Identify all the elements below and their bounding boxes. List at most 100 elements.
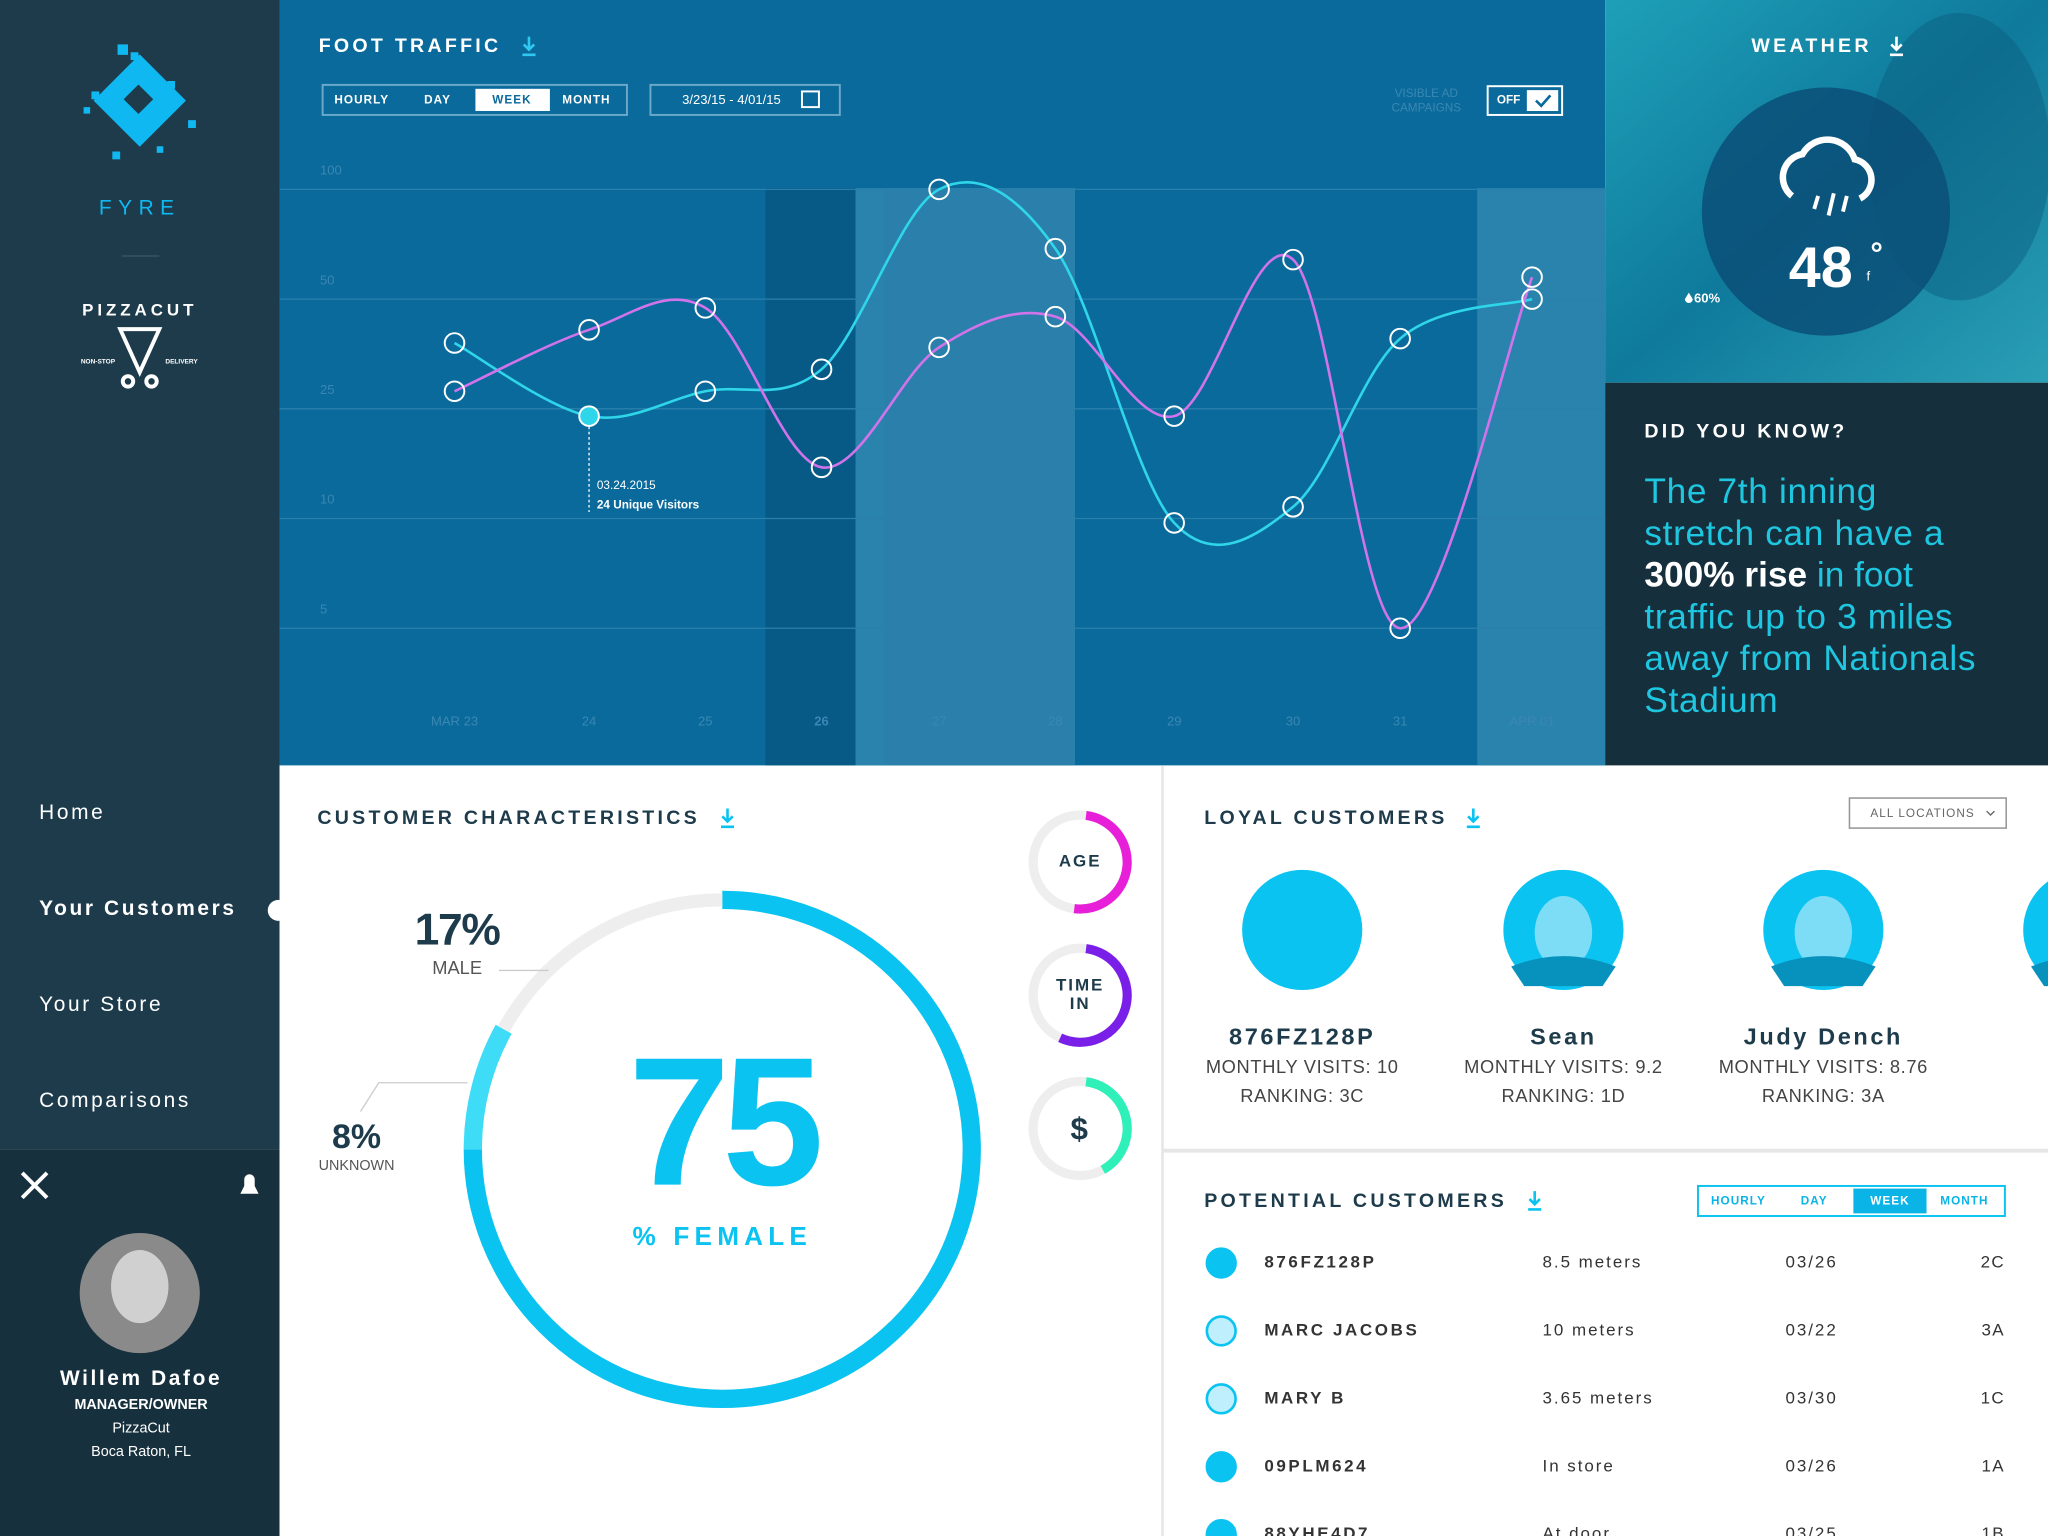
toggle-label: CAMPAIGNS (1391, 102, 1461, 115)
ring-segment (497, 893, 723, 1033)
row-distance: 10 meters (1543, 1320, 1636, 1339)
data-point[interactable] (810, 456, 833, 479)
y-tick-label: 50 (320, 272, 335, 287)
temperature-unit: f (1866, 268, 1870, 283)
toggle-state[interactable]: OFF (1497, 94, 1521, 107)
data-point[interactable] (928, 178, 950, 201)
data-point[interactable] (443, 380, 466, 403)
row-name: 88YHE4D7 (1264, 1524, 1370, 1536)
data-point[interactable] (1521, 266, 1543, 288)
data-point[interactable] (578, 319, 600, 341)
customer-avatar[interactable] (2023, 870, 2048, 990)
segment-active (1853, 1188, 1927, 1214)
segment[interactable]: WEEK (1870, 1195, 1909, 1208)
row-date: 03/26 (1785, 1253, 1837, 1272)
date-range[interactable]: 3/23/15 - 4/01/15 (682, 92, 781, 107)
x-tick-label: 26 (814, 714, 829, 729)
x-tick-label: 25 (698, 714, 713, 729)
data-point[interactable] (928, 336, 950, 359)
customer-avatar[interactable] (1242, 869, 1363, 991)
row-avatar[interactable] (1205, 1451, 1237, 1483)
leader-line (359, 1082, 468, 1112)
nav-item[interactable]: Comparisons (39, 1089, 191, 1112)
user-company: PizzaCut (112, 1421, 169, 1437)
gauge-arc[interactable] (1073, 810, 1132, 914)
download-icon[interactable] (522, 36, 536, 57)
segment[interactable]: WEEK (492, 94, 531, 107)
download-icon[interactable] (1528, 1191, 1542, 1211)
annotation: 24 Unique Visitors (597, 499, 700, 512)
male-value: 17% (415, 905, 501, 954)
row-rank: 1C (1981, 1388, 2005, 1407)
customer-ranking: RANKING: 3A (1762, 1085, 1885, 1106)
download-icon[interactable] (1889, 36, 1904, 57)
series-line (453, 254, 1534, 630)
gauge-arc[interactable] (1085, 1077, 1132, 1174)
brand-name: FYRE (99, 196, 181, 219)
toggle-label: VISIBLE AD (1395, 87, 1458, 100)
x-tick-label: 27 (932, 714, 947, 729)
data-point[interactable] (694, 380, 717, 403)
segment[interactable]: HOURLY (1711, 1195, 1766, 1208)
y-tick-label: 100 (320, 163, 342, 178)
nav-item[interactable]: Your Customers (39, 897, 236, 920)
chevron (1986, 810, 1995, 816)
tools-icon[interactable] (20, 1171, 49, 1200)
data-point[interactable] (694, 297, 717, 319)
gauge-label: TIME (1056, 976, 1104, 995)
nav-item[interactable]: Your Store (39, 993, 163, 1016)
sidebar (0, 0, 280, 1150)
download-icon[interactable] (720, 808, 735, 829)
cloud-icon (1779, 136, 1875, 202)
data-point[interactable] (1282, 496, 1304, 518)
data-point[interactable] (443, 332, 466, 354)
row-rank: 2C (1981, 1253, 2005, 1272)
brand-logo (83, 44, 196, 160)
download-icon[interactable] (1466, 808, 1480, 829)
data-point[interactable] (1163, 405, 1185, 427)
panel-title: CUSTOMER CHARACTERISTICS (317, 807, 700, 829)
data-point[interactable] (1163, 512, 1185, 534)
toggle[interactable] (1486, 85, 1564, 116)
segment[interactable]: DAY (424, 94, 451, 107)
row-name: 09PLM624 (1264, 1456, 1368, 1475)
data-point[interactable] (1389, 617, 1411, 640)
client-tag: NON-STOP (81, 359, 116, 366)
row-distance: 8.5 meters (1543, 1253, 1643, 1272)
customer-name: Sean (1530, 1024, 1597, 1050)
segment[interactable]: MONTH (1940, 1195, 1988, 1208)
fact-panel (1605, 382, 2048, 766)
dropdown-label[interactable]: ALL LOCATIONS (1870, 807, 1974, 820)
client-logo (117, 327, 163, 389)
row-avatar[interactable] (1205, 1315, 1237, 1347)
segment[interactable]: HOURLY (334, 94, 389, 107)
drop-icon (1684, 292, 1693, 304)
segment[interactable]: DAY (1801, 1195, 1828, 1208)
data-point[interactable] (1044, 305, 1067, 328)
data-point[interactable] (810, 358, 833, 381)
nav-item[interactable]: Home (39, 801, 105, 824)
fact-text: 300% rise in foot (1644, 556, 1913, 595)
x-tick-label: 28 (1048, 714, 1063, 729)
row-avatar[interactable] (1205, 1519, 1237, 1536)
row-date: 03/26 (1785, 1456, 1837, 1475)
gauge-label: AGE (1059, 852, 1102, 871)
row-avatar[interactable] (1205, 1383, 1237, 1415)
segment[interactable]: MONTH (562, 94, 610, 107)
data-point[interactable] (578, 405, 600, 427)
client-tag: DELIVERY (165, 359, 198, 366)
customer-visits: MONTHLY VISITS: 9.2 (1464, 1056, 1663, 1077)
data-point[interactable] (1044, 237, 1067, 260)
bell-icon[interactable] (240, 1174, 259, 1194)
row-avatar[interactable] (1205, 1247, 1237, 1279)
data-point[interactable] (1521, 288, 1543, 310)
data-point[interactable] (1282, 248, 1304, 271)
data-point[interactable] (1389, 327, 1411, 350)
fact-text: The 7th inning (1644, 472, 1877, 511)
campaign-band (1477, 188, 1606, 766)
dropdown[interactable] (1848, 797, 2007, 829)
date-picker[interactable] (649, 83, 841, 116)
gauge-arc[interactable] (1058, 944, 1132, 1047)
ring-segment (463, 1024, 512, 1150)
panel-title: FOOT TRAFFIC (319, 35, 502, 57)
